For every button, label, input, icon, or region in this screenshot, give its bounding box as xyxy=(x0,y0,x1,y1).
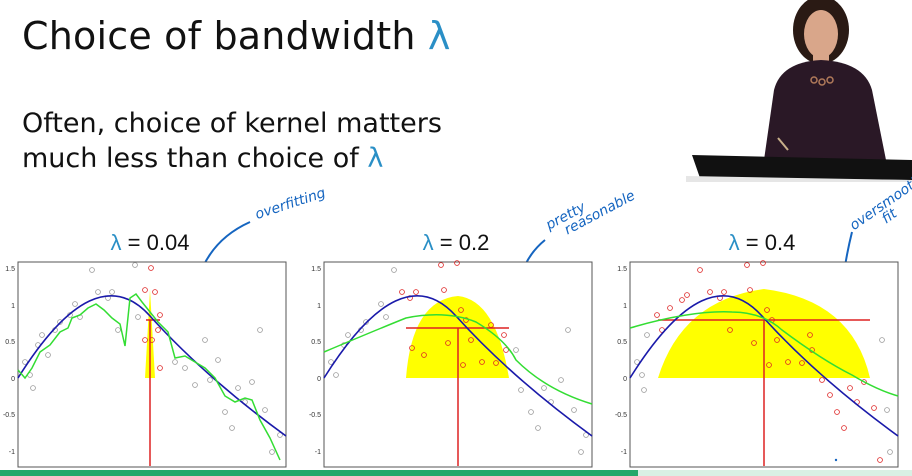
svg-text:0.5: 0.5 xyxy=(617,339,627,346)
svg-text:0: 0 xyxy=(317,376,321,383)
y-tick: 1.5 xyxy=(5,266,15,273)
plot-title: λ = 0.04 xyxy=(0,230,300,256)
svg-text:-0.5: -0.5 xyxy=(3,412,15,419)
plot-title: λ = 0.2 xyxy=(306,230,606,256)
slide-title-text: Choice of bandwidth xyxy=(22,14,428,58)
svg-text:0.5: 0.5 xyxy=(311,339,321,346)
svg-text:1: 1 xyxy=(11,303,15,310)
plot-canvas: 1.5 1 0.5 0 -0.5 -1 xyxy=(3,261,287,468)
lambda-symbol: λ xyxy=(427,14,451,58)
svg-text:0.5: 0.5 xyxy=(5,339,15,346)
svg-text:1: 1 xyxy=(623,303,627,310)
svg-text:1: 1 xyxy=(317,303,321,310)
plot-canvas: 1.5 1 0.5 0 -0.5 -1 xyxy=(615,260,899,468)
subtitle-line-2: much less than choice of λ xyxy=(22,141,442,176)
lambda-symbol: λ xyxy=(422,230,434,255)
svg-text:-0.5: -0.5 xyxy=(615,412,627,419)
plot-canvas: 1.5 1 0.5 0 -0.5 -1 xyxy=(309,260,593,468)
subtitle-line-1: Often, choice of kernel matters xyxy=(22,108,442,139)
video-progress-fill xyxy=(0,470,639,476)
kernel-plot-lambda-0.2: λ = 0.2 1.5 1 0.5 0 -0.5 -1 xyxy=(306,230,606,476)
plot-title-value: = 0.4 xyxy=(739,230,796,255)
svg-text:-1: -1 xyxy=(621,449,627,456)
video-progress-bar[interactable] xyxy=(0,470,912,476)
annotation-overfitting: overfitting xyxy=(253,185,328,223)
lambda-symbol: λ xyxy=(110,230,122,255)
svg-text:-0.5: -0.5 xyxy=(309,412,321,419)
plot-title-value: = 0.04 xyxy=(121,230,190,255)
kernel-plot-lambda-0.04: λ = 0.04 1.5 1 0.5 0 -0.5 -1 xyxy=(0,230,300,476)
svg-text:0: 0 xyxy=(11,376,15,383)
presenter-video xyxy=(686,0,912,182)
plot-title: λ = 0.4 xyxy=(612,230,912,256)
slide-subtitle: Often, choice of kernel matters much les… xyxy=(22,106,442,176)
plot-title-value: = 0.2 xyxy=(433,230,490,255)
lambda-symbol: λ xyxy=(367,143,384,174)
svg-text:-1: -1 xyxy=(315,449,321,456)
svg-text:1.5: 1.5 xyxy=(311,266,321,273)
kernel-plot-lambda-0.4: λ = 0.4 1.5 1 0.5 0 -0.5 -1 xyxy=(612,230,912,476)
svg-text:1.5: 1.5 xyxy=(617,266,627,273)
subtitle-line-2-text: much less than choice of xyxy=(22,143,368,174)
slide-title: Choice of bandwidth λ xyxy=(22,14,451,58)
svg-text:-1: -1 xyxy=(9,449,15,456)
svg-text:0: 0 xyxy=(623,376,627,383)
lambda-symbol: λ xyxy=(728,230,740,255)
